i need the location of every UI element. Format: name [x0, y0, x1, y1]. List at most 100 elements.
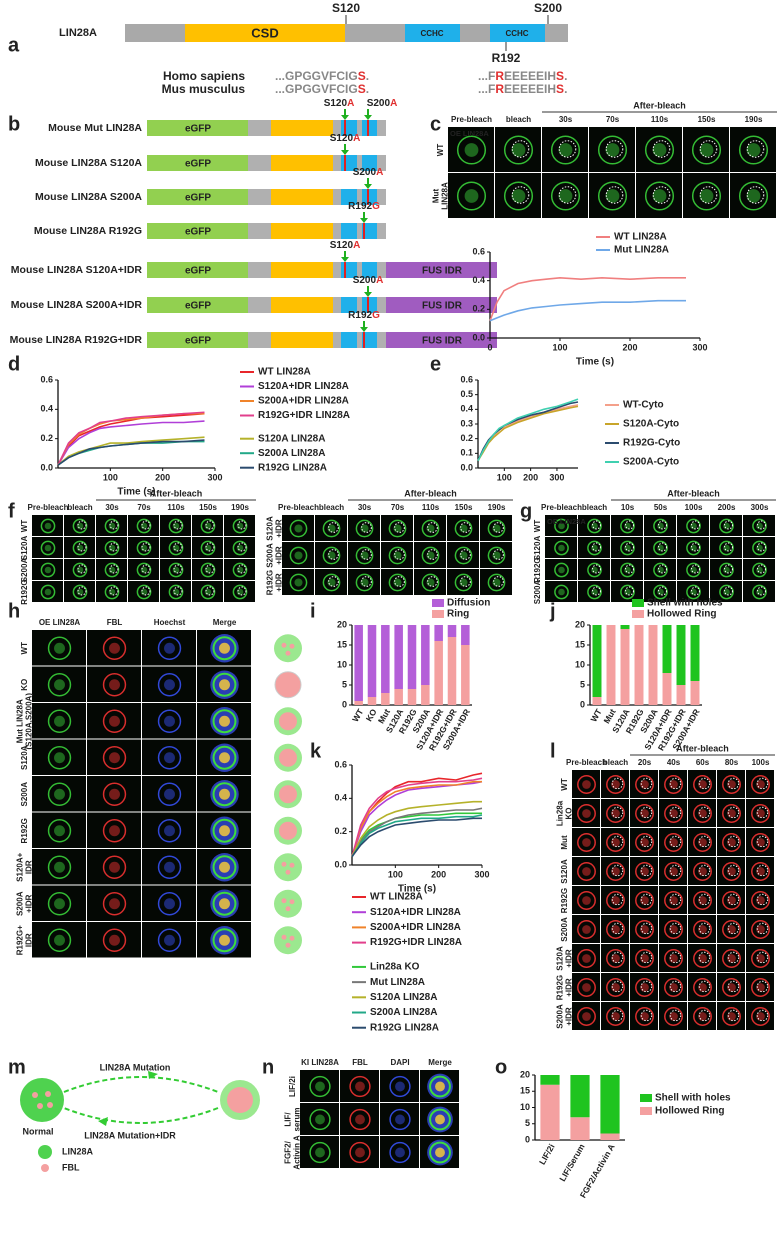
cell-signal — [597, 135, 628, 165]
bleach-region — [756, 893, 769, 906]
construct-segment — [333, 332, 341, 348]
bleach-region — [691, 586, 700, 596]
cell-signal — [136, 562, 152, 578]
cell-signal — [635, 833, 654, 852]
arrow — [63, 1076, 219, 1093]
micrograph — [224, 537, 255, 558]
schematic — [279, 821, 297, 840]
sequence-part: S — [358, 69, 366, 83]
cell-signal — [752, 518, 767, 534]
schematic — [274, 926, 302, 955]
cell-signal — [550, 135, 581, 165]
bar-segment — [592, 625, 602, 697]
row-label: KO — [20, 679, 29, 691]
cell-signal — [582, 925, 591, 934]
schematic — [285, 942, 291, 948]
cell-signal — [751, 833, 770, 852]
row-label: S120A — [20, 536, 29, 561]
cell-signal — [200, 540, 216, 556]
series-line — [57, 420, 205, 466]
fbl-dot — [32, 1092, 38, 1098]
mutation-part: S120 — [330, 133, 354, 144]
cell-signal — [752, 562, 767, 578]
micrograph — [644, 581, 676, 602]
cell-signal — [597, 181, 628, 211]
cell-signal — [699, 189, 714, 203]
cell-signal — [157, 636, 182, 660]
bleach-region — [558, 186, 577, 204]
bleach-region — [205, 520, 215, 530]
cell-signal — [664, 920, 683, 939]
row-label-line: S120A — [266, 516, 275, 541]
cell-signal — [503, 135, 534, 165]
bleach-region — [756, 951, 769, 964]
construct-segment — [386, 297, 497, 313]
cell-signal — [219, 861, 230, 873]
y-tick-label: 20 — [337, 619, 347, 629]
micrograph — [644, 537, 676, 558]
micrograph — [160, 515, 191, 536]
column-label: bleach — [506, 115, 531, 124]
cell-signal — [756, 566, 763, 574]
cell-signal — [587, 540, 602, 556]
micrograph — [128, 537, 159, 558]
bleach-region — [237, 564, 247, 574]
cell-signal — [582, 896, 591, 905]
bleach-region — [698, 980, 711, 993]
row-label-line: R192G — [20, 579, 29, 604]
micrograph — [743, 515, 775, 536]
construct-segment — [357, 120, 362, 136]
cell-signal — [54, 788, 65, 800]
x-tick-label: 100 — [103, 472, 118, 482]
legend-label: R192G-Cyto — [623, 438, 680, 449]
cell-signal — [40, 562, 56, 578]
x-tick-label: 0 — [487, 342, 492, 352]
cell-signal — [606, 775, 625, 794]
panel-label: l — [550, 740, 556, 762]
cell-signal — [690, 588, 697, 596]
cell-signal — [294, 578, 303, 587]
cell-signal — [355, 519, 374, 538]
cell-signal — [693, 1007, 712, 1026]
construct-segment — [357, 297, 362, 313]
cell-signal — [395, 1147, 405, 1158]
row-label-line: LIF/2i — [288, 1076, 297, 1097]
cell-signal — [454, 546, 473, 565]
cell-signal — [511, 189, 526, 203]
row-label-line: (S120A,S200A) — [25, 693, 34, 750]
micrograph — [192, 581, 223, 602]
cell-signal — [109, 861, 120, 873]
construct-segment — [147, 223, 248, 239]
micrograph — [32, 559, 63, 580]
bar-segment — [620, 625, 630, 629]
cell-signal — [456, 181, 487, 211]
bleach-region — [756, 1009, 769, 1022]
y-tick-label: 15 — [520, 1086, 530, 1096]
sequence-part: S — [358, 82, 366, 96]
bleach-region — [724, 564, 733, 574]
micrograph — [611, 581, 643, 602]
construct-segment — [333, 223, 341, 239]
cell-signal — [487, 573, 506, 592]
cell-signal — [693, 949, 712, 968]
site-label: S200 — [534, 1, 562, 15]
row-label: S200A+IDR — [16, 891, 34, 916]
bleach-region — [394, 549, 405, 560]
x-tick-label: 300 — [207, 472, 222, 482]
row-label-line: Mut — [560, 835, 569, 850]
row-label: WT — [20, 642, 29, 655]
legend-label: Diffusion — [447, 598, 490, 609]
legend-label: WT-Cyto — [623, 400, 664, 411]
construct-segment — [333, 120, 341, 136]
schematic — [279, 712, 297, 731]
fbl-dot — [45, 1091, 51, 1097]
mutation-part: S120 — [324, 98, 348, 109]
cell-signal — [591, 588, 598, 596]
bleach-region — [611, 980, 624, 993]
cell-signal — [723, 566, 730, 574]
cell-signal — [751, 978, 770, 997]
cell-signal — [582, 1012, 591, 1021]
y-tick-label: 0.6 — [40, 374, 53, 384]
row-label: S120A — [560, 859, 569, 884]
bleach-region — [757, 542, 766, 552]
